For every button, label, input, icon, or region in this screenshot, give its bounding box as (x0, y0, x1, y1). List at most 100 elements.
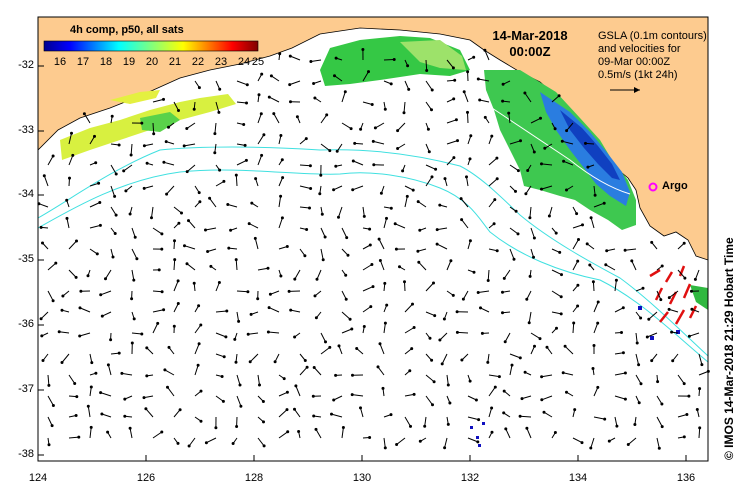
velocity-arrow (551, 269, 562, 276)
velocity-arrow-head (285, 390, 289, 394)
velocity-arrow (360, 407, 364, 418)
velocity-arrow (102, 311, 112, 317)
velocity-arrow (173, 206, 182, 214)
velocity-arrow (338, 206, 343, 218)
gsla-note: GSLA (0.1m contours) and velocities for … (598, 30, 707, 82)
velocity-arrow-head (411, 302, 414, 306)
velocity-arrow (614, 395, 626, 400)
velocity-arrow-head (106, 430, 110, 434)
velocity-arrow-head (682, 435, 686, 439)
velocity-arrow (270, 290, 280, 295)
velocity-arrow (257, 155, 263, 166)
argo-marker (648, 182, 658, 192)
velocity-arrow-head (345, 236, 349, 240)
velocity-arrow (248, 223, 259, 229)
velocity-arrow-head (385, 303, 389, 307)
velocity-arrow-head (242, 123, 246, 126)
velocity-arrow (524, 92, 532, 103)
velocity-arrow-head (237, 319, 241, 323)
velocity-arrow-head (418, 228, 422, 232)
velocity-arrow-head (459, 197, 463, 201)
velocity-arrow (47, 416, 53, 426)
sst-patch-coast-deep (560, 110, 620, 180)
velocity-arrow (352, 394, 364, 397)
velocity-arrow-head (213, 132, 217, 136)
red-velocity-marks (649, 265, 698, 325)
velocity-arrow-head (575, 212, 579, 216)
blue-velocity-marks (470, 306, 680, 447)
velocity-arrow-head (128, 212, 132, 216)
velocity-arrow-head (305, 365, 309, 369)
velocity-arrow-head (351, 159, 355, 163)
velocity-arrow-head (279, 134, 283, 137)
velocity-arrow-head (281, 176, 285, 180)
velocity-arrow-head (185, 170, 189, 174)
velocity-arrow-head (173, 258, 177, 262)
velocity-arrow (186, 263, 196, 271)
velocity-arrow-head (493, 198, 497, 202)
velocity-arrow-head (350, 393, 354, 397)
velocity-arrow (648, 311, 658, 320)
velocity-arrow (631, 260, 637, 271)
velocity-arrow (83, 113, 91, 124)
velocity-arrow (635, 353, 640, 365)
velocity-arrow-head (585, 242, 589, 246)
velocity-arrow-head (451, 66, 455, 70)
velocity-arrow-head (527, 321, 531, 325)
velocity-arrow-head (563, 344, 567, 348)
cb-tick: 23 (214, 56, 228, 68)
velocity-arrow-head (75, 395, 79, 399)
velocity-arrow-head (615, 424, 619, 428)
velocity-arrow-head (495, 156, 499, 160)
velocity-arrow (249, 353, 259, 363)
velocity-arrow-head (82, 112, 86, 116)
velocity-arrow-head (187, 444, 191, 448)
velocity-arrow-head (438, 338, 442, 342)
velocity-arrow-head (430, 175, 434, 179)
velocity-arrow (614, 307, 624, 313)
velocity-arrow (404, 196, 408, 208)
velocity-arrow-head (520, 397, 524, 401)
velocity-arrow (173, 259, 176, 271)
velocity-arrow (269, 96, 280, 103)
velocity-arrow (484, 50, 490, 61)
velocity-arrow-head (280, 158, 284, 162)
velocity-arrow-head (483, 48, 487, 52)
velocity-arrow (131, 332, 142, 335)
velocity-arrow (656, 416, 663, 427)
velocity-arrow-head (427, 150, 431, 154)
velocity-arrow-head (199, 323, 203, 327)
y-tick-label: -35 (18, 253, 34, 265)
velocity-arrow-head (99, 391, 103, 395)
velocity-arrow-head (233, 337, 237, 341)
velocity-arrow-head (234, 258, 238, 262)
velocity-arrow-head (235, 425, 239, 428)
velocity-arrow (100, 392, 112, 397)
gsla-contour-3 (479, 99, 631, 195)
velocity-arrow (362, 264, 373, 271)
velocity-arrow-head (501, 311, 504, 315)
velocity-arrow-head (350, 327, 354, 331)
velocity-arrow (214, 122, 217, 134)
velocity-arrow-head (637, 401, 641, 405)
sst-patch-west-green (140, 112, 180, 132)
velocity-arrow-head (502, 276, 506, 280)
velocity-arrow-head (451, 293, 455, 297)
velocity-arrow-head (90, 361, 94, 365)
velocity-arrow (530, 332, 541, 340)
gsla-contour-1 (37, 146, 709, 357)
velocity-arrow (47, 262, 57, 271)
velocity-arrow (466, 176, 469, 187)
velocity-arrow-head (623, 248, 627, 252)
cb-tick: 18 (99, 56, 113, 68)
velocity-arrow-head (145, 374, 149, 378)
velocity-arrow-head (381, 386, 385, 390)
velocity-arrow-head (525, 297, 529, 301)
velocity-arrow-head (695, 408, 699, 411)
velocity-arrow-head (60, 308, 64, 312)
velocity-arrow (508, 113, 511, 124)
velocity-arrow-head (454, 118, 458, 122)
velocity-arrow (548, 206, 553, 217)
velocity-arrow-head (480, 331, 484, 335)
velocity-arrow (254, 238, 259, 250)
